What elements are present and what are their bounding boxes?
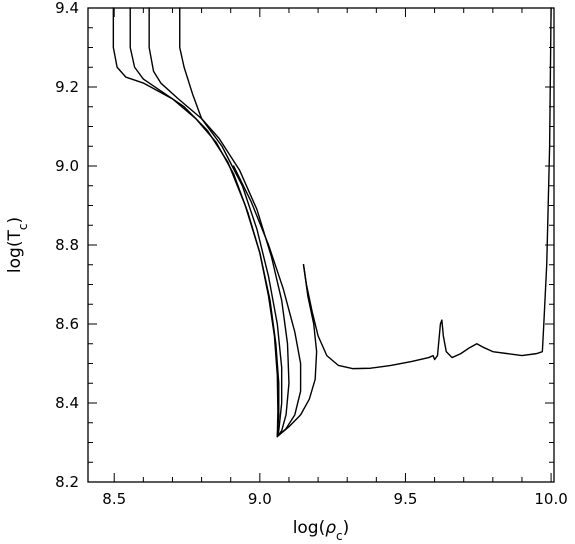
y-tick-label: 9.0: [55, 157, 79, 175]
track-series-6: [302, 7, 552, 370]
x-tick-label: 9.0: [248, 490, 272, 508]
y-tick-label: 8.6: [55, 315, 79, 333]
y-axis-title: log(Tc): [5, 217, 30, 273]
track-series-4: [179, 7, 290, 438]
x-tick-label: 8.5: [102, 490, 126, 508]
track-series-5: [232, 165, 318, 438]
x-axis-title: log(ρc): [293, 518, 350, 543]
y-tick-label: 9.4: [55, 0, 79, 17]
ticks-layer: [88, 7, 554, 483]
y-tick-label: 9.2: [55, 78, 79, 96]
x-tick-label: 9.5: [394, 490, 418, 508]
plot-frame: [87, 7, 555, 483]
y-tick-label: 8.4: [55, 394, 79, 412]
x-tick-label: 10.0: [534, 490, 567, 508]
y-tick-label: 8.8: [55, 236, 79, 254]
track-series-2: [129, 7, 280, 438]
tick-labels-layer: 8.5 9.0 9.5 10.0 8.2 8.4 8.6 8.8 9.0 9.2 9.4: [55, 0, 568, 508]
track-series-3: [148, 7, 283, 438]
y-tick-label: 8.2: [55, 473, 79, 491]
series-layer: [112, 7, 552, 438]
